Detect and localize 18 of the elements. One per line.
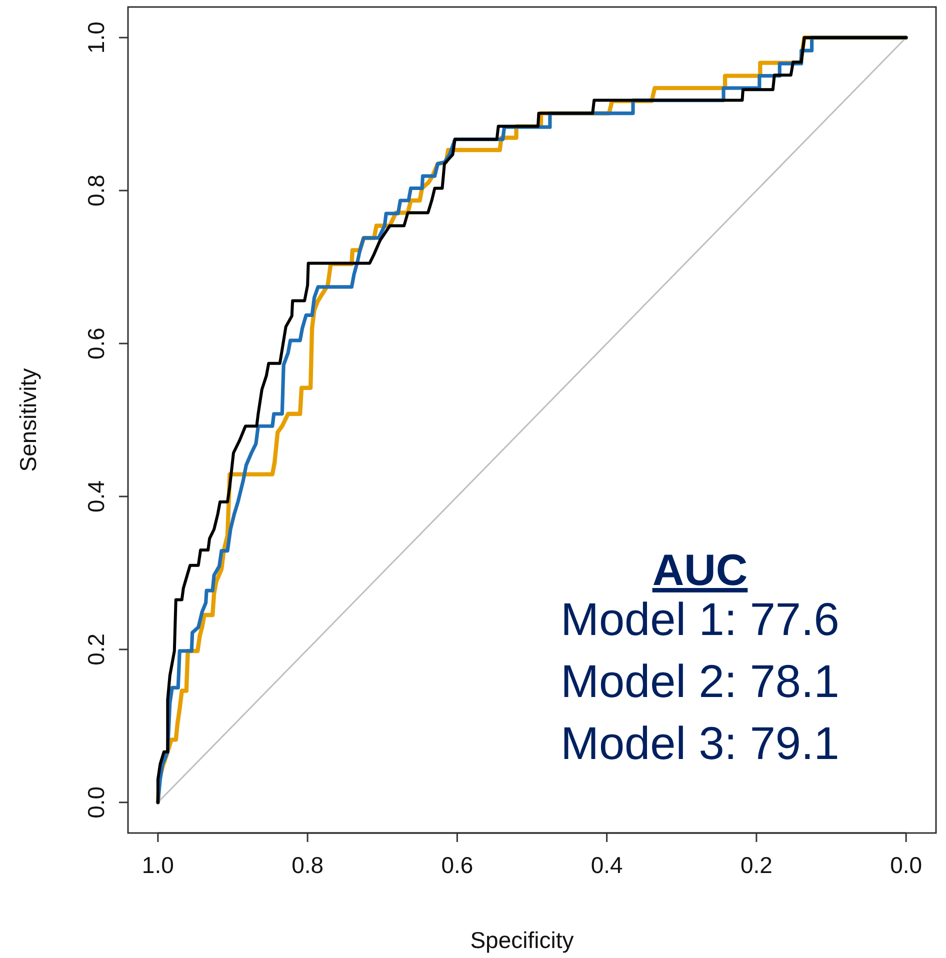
y-tick-label: 1.0 (83, 22, 109, 54)
annotation: Model 2: 78.1 (560, 655, 840, 707)
y-tick-label: 0.2 (83, 633, 109, 666)
x-tick-label: 0.8 (292, 852, 324, 878)
y-tick-label: 0.0 (83, 786, 109, 818)
x-tick-label: 0.2 (740, 852, 772, 878)
x-tick-label: 1.0 (142, 852, 174, 878)
x-axis-title: Specificity (470, 927, 574, 953)
y-axis-title: Sensitivity (15, 368, 41, 472)
x-tick-label: 0.0 (890, 852, 922, 878)
y-tick-label: 0.8 (83, 174, 109, 207)
y-tick-label: 0.6 (83, 328, 109, 360)
x-tick-label: 0.4 (590, 852, 624, 878)
x-tick-label: 0.6 (441, 852, 474, 878)
annotation: Model 3: 79.1 (560, 717, 840, 769)
annotation: Model 1: 77.6 (560, 593, 840, 645)
annotation: AUC (652, 546, 748, 595)
y-tick-label: 0.4 (83, 480, 109, 512)
